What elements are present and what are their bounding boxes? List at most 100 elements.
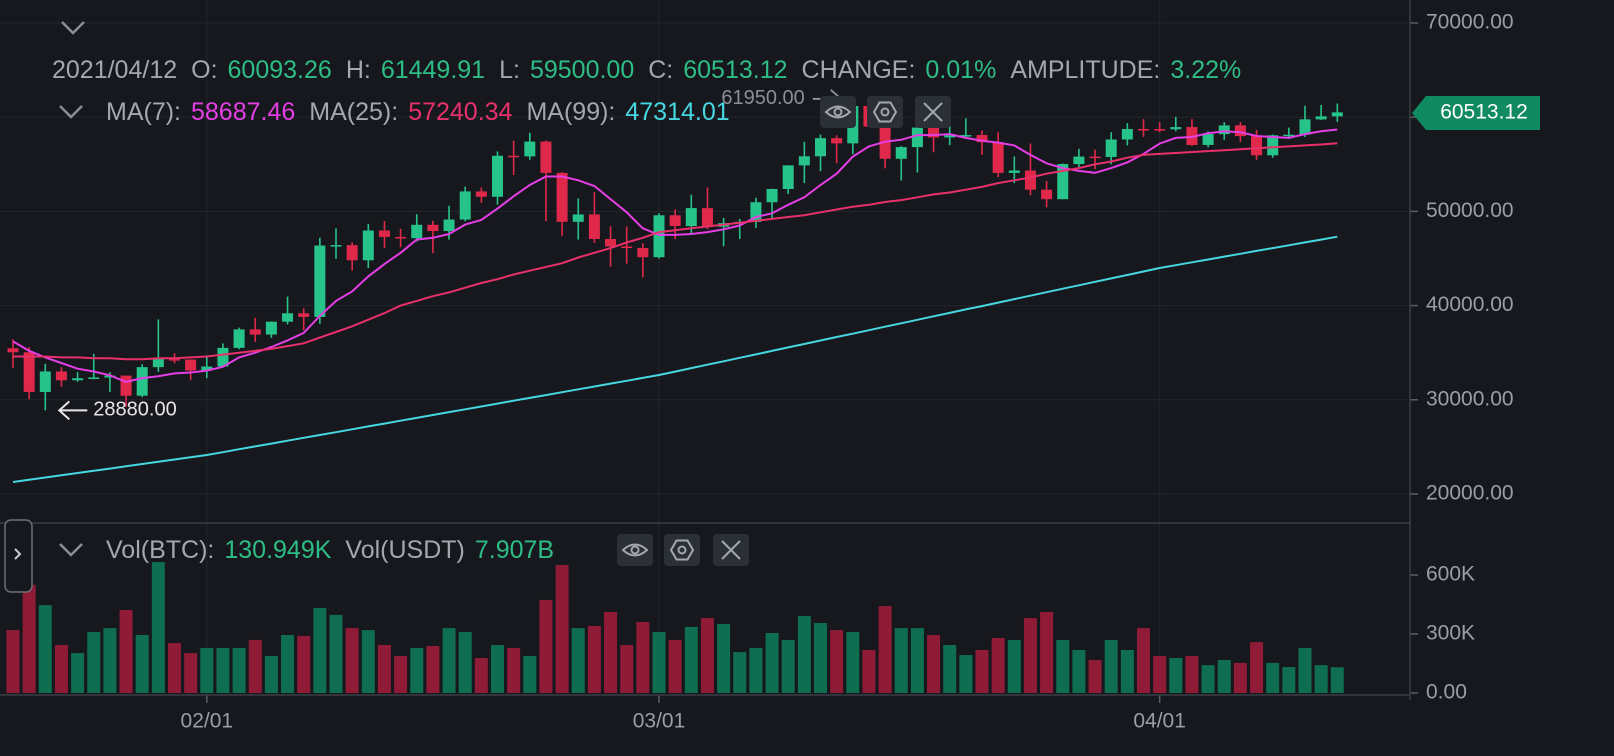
- candle-body: [1138, 128, 1149, 131]
- candle-body: [928, 127, 940, 138]
- volume-bar: [668, 639, 682, 693]
- volume-bar: [248, 639, 262, 693]
- candle-body: [1057, 164, 1069, 200]
- close-button[interactable]: [915, 96, 951, 128]
- volume-bar: [474, 658, 488, 693]
- close-button[interactable]: [713, 534, 749, 566]
- volume-bar: [846, 632, 860, 693]
- y-tick-label: 70000.00: [1426, 11, 1514, 34]
- y-tick-label: 50000.00: [1426, 199, 1514, 222]
- eye-button[interactable]: [617, 534, 653, 566]
- candle-body: [992, 142, 1004, 173]
- candle-body: [1234, 125, 1246, 137]
- candle-body: [621, 246, 633, 249]
- volume-bar: [507, 647, 521, 693]
- candle-body: [298, 313, 310, 317]
- candle-body: [217, 347, 229, 367]
- volume-bar: [281, 634, 295, 693]
- volume-bar: [71, 653, 85, 693]
- volume-bar: [862, 649, 876, 693]
- volume-bar: [22, 584, 36, 693]
- candle-body: [282, 313, 294, 322]
- low-arrow: [57, 400, 88, 421]
- candle-body: [88, 377, 100, 379]
- legend-value: 58687.46: [191, 98, 296, 126]
- volume-bar: [38, 605, 52, 693]
- candle-body: [1024, 170, 1036, 190]
- volume-bar: [797, 615, 811, 693]
- info-value: 61449.91: [380, 56, 486, 84]
- candle-body: [960, 135, 972, 137]
- candle-body: [7, 348, 19, 353]
- collapse-chevron[interactable]: [61, 21, 85, 35]
- eye-button[interactable]: [820, 96, 856, 128]
- candle-body: [1105, 139, 1117, 157]
- legend-value: 130.949K: [224, 536, 332, 564]
- candle-body: [1202, 134, 1214, 145]
- info-value: 60513.12: [683, 56, 788, 84]
- volume-bar: [1040, 611, 1054, 693]
- info-value: 59500.00: [529, 56, 635, 84]
- candle-body: [782, 165, 794, 190]
- candle-body: [378, 230, 390, 237]
- volume-bar: [361, 630, 375, 693]
- settings-button[interactable]: [867, 96, 903, 128]
- y-tick-label: 30000.00: [1426, 387, 1514, 410]
- volume-bar: [652, 632, 666, 693]
- volume-bar: [927, 634, 941, 693]
- sidebar-toggle[interactable]: [4, 519, 33, 593]
- volume-bar: [216, 647, 230, 693]
- last-price: 60513.12: [1440, 101, 1528, 124]
- candle-body: [1299, 119, 1311, 135]
- candle-body: [1315, 116, 1327, 120]
- info-value: 3.22%: [1170, 56, 1242, 84]
- high-label: 61950.00: [721, 87, 804, 109]
- volume-bar: [1056, 639, 1070, 693]
- volume-bar: [442, 628, 456, 693]
- info-label: CHANGE:: [801, 56, 916, 84]
- candle-body: [427, 224, 439, 232]
- candle-body: [492, 155, 503, 197]
- ma-line: [13, 142, 1338, 361]
- volume-bar: [135, 634, 149, 693]
- candle-body: [459, 191, 471, 220]
- candle-body: [976, 135, 988, 143]
- volume-bar: [410, 647, 424, 693]
- volume-bar: [749, 647, 763, 693]
- volume-bar: [878, 606, 892, 693]
- candle-body: [39, 371, 51, 392]
- volume-bar: [587, 625, 601, 693]
- volume-bar: [103, 628, 117, 693]
- candle-body: [346, 245, 358, 261]
- volume-bar: [200, 647, 214, 693]
- candle-body: [1008, 170, 1020, 173]
- candle-body: [72, 378, 84, 381]
- candle-body: [556, 172, 568, 222]
- info-label: O:: [191, 56, 218, 84]
- volume-bar: [87, 632, 101, 693]
- volume-bar: [1314, 665, 1328, 693]
- candle-body: [766, 189, 778, 203]
- y-tick-label: 40000.00: [1426, 293, 1514, 316]
- candle-body: [1267, 135, 1279, 156]
- candle-body: [605, 238, 617, 247]
- vol-chevron[interactable]: [59, 543, 83, 557]
- y-tick-label: 600K: [1426, 563, 1475, 586]
- volume-bar: [1250, 642, 1264, 693]
- volume-bar: [345, 628, 359, 693]
- candle-body: [911, 127, 923, 148]
- settings-button[interactable]: [664, 534, 700, 566]
- volume-bar: [377, 645, 391, 693]
- candle-body: [1121, 128, 1133, 140]
- volume-bar: [1023, 618, 1037, 693]
- candle-body: [944, 135, 956, 138]
- volume-bar: [151, 562, 165, 693]
- volume-bar: [232, 647, 246, 693]
- volume-bar: [1185, 656, 1199, 693]
- ma-chevron[interactable]: [59, 105, 83, 119]
- volume-bar: [830, 630, 844, 693]
- candle-body: [1283, 134, 1295, 137]
- low-label: 28880.00: [93, 399, 176, 421]
- date: 2021/04/12: [52, 56, 178, 84]
- volume-bar: [313, 608, 327, 693]
